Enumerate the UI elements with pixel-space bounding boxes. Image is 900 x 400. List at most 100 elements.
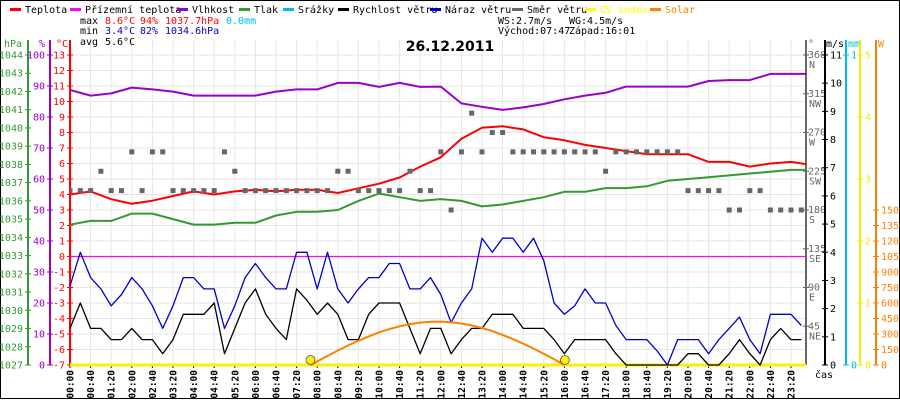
wind-direction-point xyxy=(664,149,670,155)
wind-speed-axis-tick-label: 8 xyxy=(830,135,836,146)
wind-direction-point xyxy=(469,110,475,116)
wind-direction-point xyxy=(417,188,423,194)
stats-sunrise: Východ:07:47 xyxy=(498,25,570,37)
wind-direction-point xyxy=(98,168,104,174)
humidity-axis-tick-label: 10 xyxy=(33,330,45,341)
wind-direction-point xyxy=(644,149,650,155)
pressure-axis-tick-label: 1028 xyxy=(0,342,23,353)
sunset-marker-icon xyxy=(560,355,570,365)
wind-direction-point xyxy=(77,188,83,194)
wind-direction-point xyxy=(407,168,413,174)
wind-direction-point xyxy=(108,188,114,194)
wind-direction-point xyxy=(70,188,73,194)
time-axis-tick-label: 18:40 xyxy=(642,370,653,399)
temperature-axis-tick-label: -4 xyxy=(53,314,65,325)
wind-direction-point xyxy=(561,149,567,155)
solar-axis-tick-label: 1200 xyxy=(881,237,900,248)
wind-speed-axis-tick-label: 11 xyxy=(830,51,842,62)
time-axis-tick-label: 13:20 xyxy=(478,370,489,399)
wind-speed-axis-title: m/s xyxy=(826,39,844,50)
legend-swatch xyxy=(338,8,349,11)
time-axis-tick-label: 18:00 xyxy=(622,370,633,399)
stats-min-temp: 3.4°C xyxy=(105,26,135,37)
pressure-axis-tick-label: 1039 xyxy=(0,142,23,153)
wind-direction-point xyxy=(551,149,557,155)
humidity-line xyxy=(70,72,806,111)
wind-direction-point xyxy=(180,188,186,194)
wind-direction-point xyxy=(592,149,598,155)
temperature-axis-tick-label: -6 xyxy=(53,345,65,356)
wind-direction-point xyxy=(479,149,485,155)
solar-axis-tick-label: 150 xyxy=(881,345,899,356)
time-axis-tick-label: 03:20 xyxy=(169,370,180,399)
wind-speed-axis-tick-label: 5 xyxy=(830,220,836,231)
wind-speed-axis-tick-label: 10 xyxy=(830,79,842,90)
legend-label: Přízemní teplota xyxy=(85,4,181,16)
stats-max-pressure: 1037.7hPa xyxy=(165,16,219,27)
temperature-axis-tick-label: -5 xyxy=(53,330,65,341)
pressure-axis-tick-label: 1037 xyxy=(0,178,23,189)
wind-direction-point xyxy=(355,188,361,194)
legend-item: Rychlost větru xyxy=(338,4,437,16)
legend-item: Teplota xyxy=(10,5,67,16)
pressure-axis-tick-label: 1038 xyxy=(0,160,23,171)
wind-direction-point xyxy=(675,149,681,155)
pressure-axis-tick-label: 1044 xyxy=(0,51,23,62)
legend-swatch xyxy=(430,8,441,11)
legend-item: Vlhkost xyxy=(177,5,234,16)
wind-direction-point xyxy=(263,188,269,194)
wind-direction-point xyxy=(489,130,495,135)
axes: 1027102810291030103110321033103410351036… xyxy=(0,39,900,399)
legend-label: Solar xyxy=(665,5,695,16)
time-axis-tick-label: 08:40 xyxy=(333,370,344,399)
legend-swatch xyxy=(650,8,661,11)
direction-axis-tick-label: 180 xyxy=(808,205,826,216)
humidity-axis-tick-label: 90 xyxy=(33,82,45,93)
legend-label: Srážky xyxy=(298,4,334,16)
uv-axis-tick-label: 0 xyxy=(865,361,871,372)
pressure-axis-tick-label: 1032 xyxy=(0,269,23,280)
wind-direction-point xyxy=(510,149,516,155)
stats-max-temp: 8.6°C xyxy=(105,16,135,27)
direction-compass-label: NE xyxy=(809,331,821,342)
humidity-axis-tick-label: 50 xyxy=(33,206,45,217)
direction-axis-tick-label: 360 xyxy=(808,50,826,61)
temperature-axis-tick-label: 3 xyxy=(59,206,65,217)
wind-direction-point xyxy=(685,188,691,194)
time-axis-tick-label: 14:00 xyxy=(498,370,509,399)
wind-speed-axis-tick-label: 4 xyxy=(830,248,836,259)
time-axis-tick-label: 12:40 xyxy=(457,370,468,399)
time-axis-tick-label: 14:40 xyxy=(519,370,530,399)
wind-speed-axis-tick-label: 1 xyxy=(830,332,836,343)
wind-speed-axis-tick-label: 3 xyxy=(830,276,836,287)
wind-direction-point xyxy=(211,188,217,194)
wind-direction-point xyxy=(500,130,506,135)
wind-direction-point xyxy=(170,188,176,194)
wind-direction-point xyxy=(160,149,166,155)
wind-direction-point xyxy=(366,188,372,194)
time-axis-tick-label: 11:20 xyxy=(416,370,427,399)
wind-direction-point xyxy=(520,149,526,155)
wind-direction-point xyxy=(345,168,351,174)
legend-swatch xyxy=(512,8,523,11)
temperature-axis-tick-label: 5 xyxy=(59,175,65,186)
legend-item: Přízemní teplota xyxy=(70,4,181,16)
rain-axis-tick-label: 1 xyxy=(851,51,857,62)
wind-direction-point xyxy=(273,188,279,194)
time-axis-tick-label: 05:20 xyxy=(230,370,241,399)
legend-label: UV index xyxy=(600,5,648,16)
temperature-axis-tick-label: 6 xyxy=(59,159,65,170)
temperature-axis-tick-label: 0 xyxy=(59,252,65,263)
direction-axis-tick-label: 315 xyxy=(808,89,826,100)
legend-swatch xyxy=(283,8,294,11)
time-axis-tick-label: 10:00 xyxy=(375,370,386,399)
direction-compass-label: E xyxy=(809,293,815,304)
time-axis-tick-label: 20:40 xyxy=(704,370,715,399)
time-axis-tick-label: 01:20 xyxy=(107,370,118,399)
wind-direction-point xyxy=(716,188,722,194)
wind-direction-point xyxy=(582,149,588,155)
wind-direction-point xyxy=(695,188,701,194)
wind-direction-point xyxy=(386,188,392,194)
